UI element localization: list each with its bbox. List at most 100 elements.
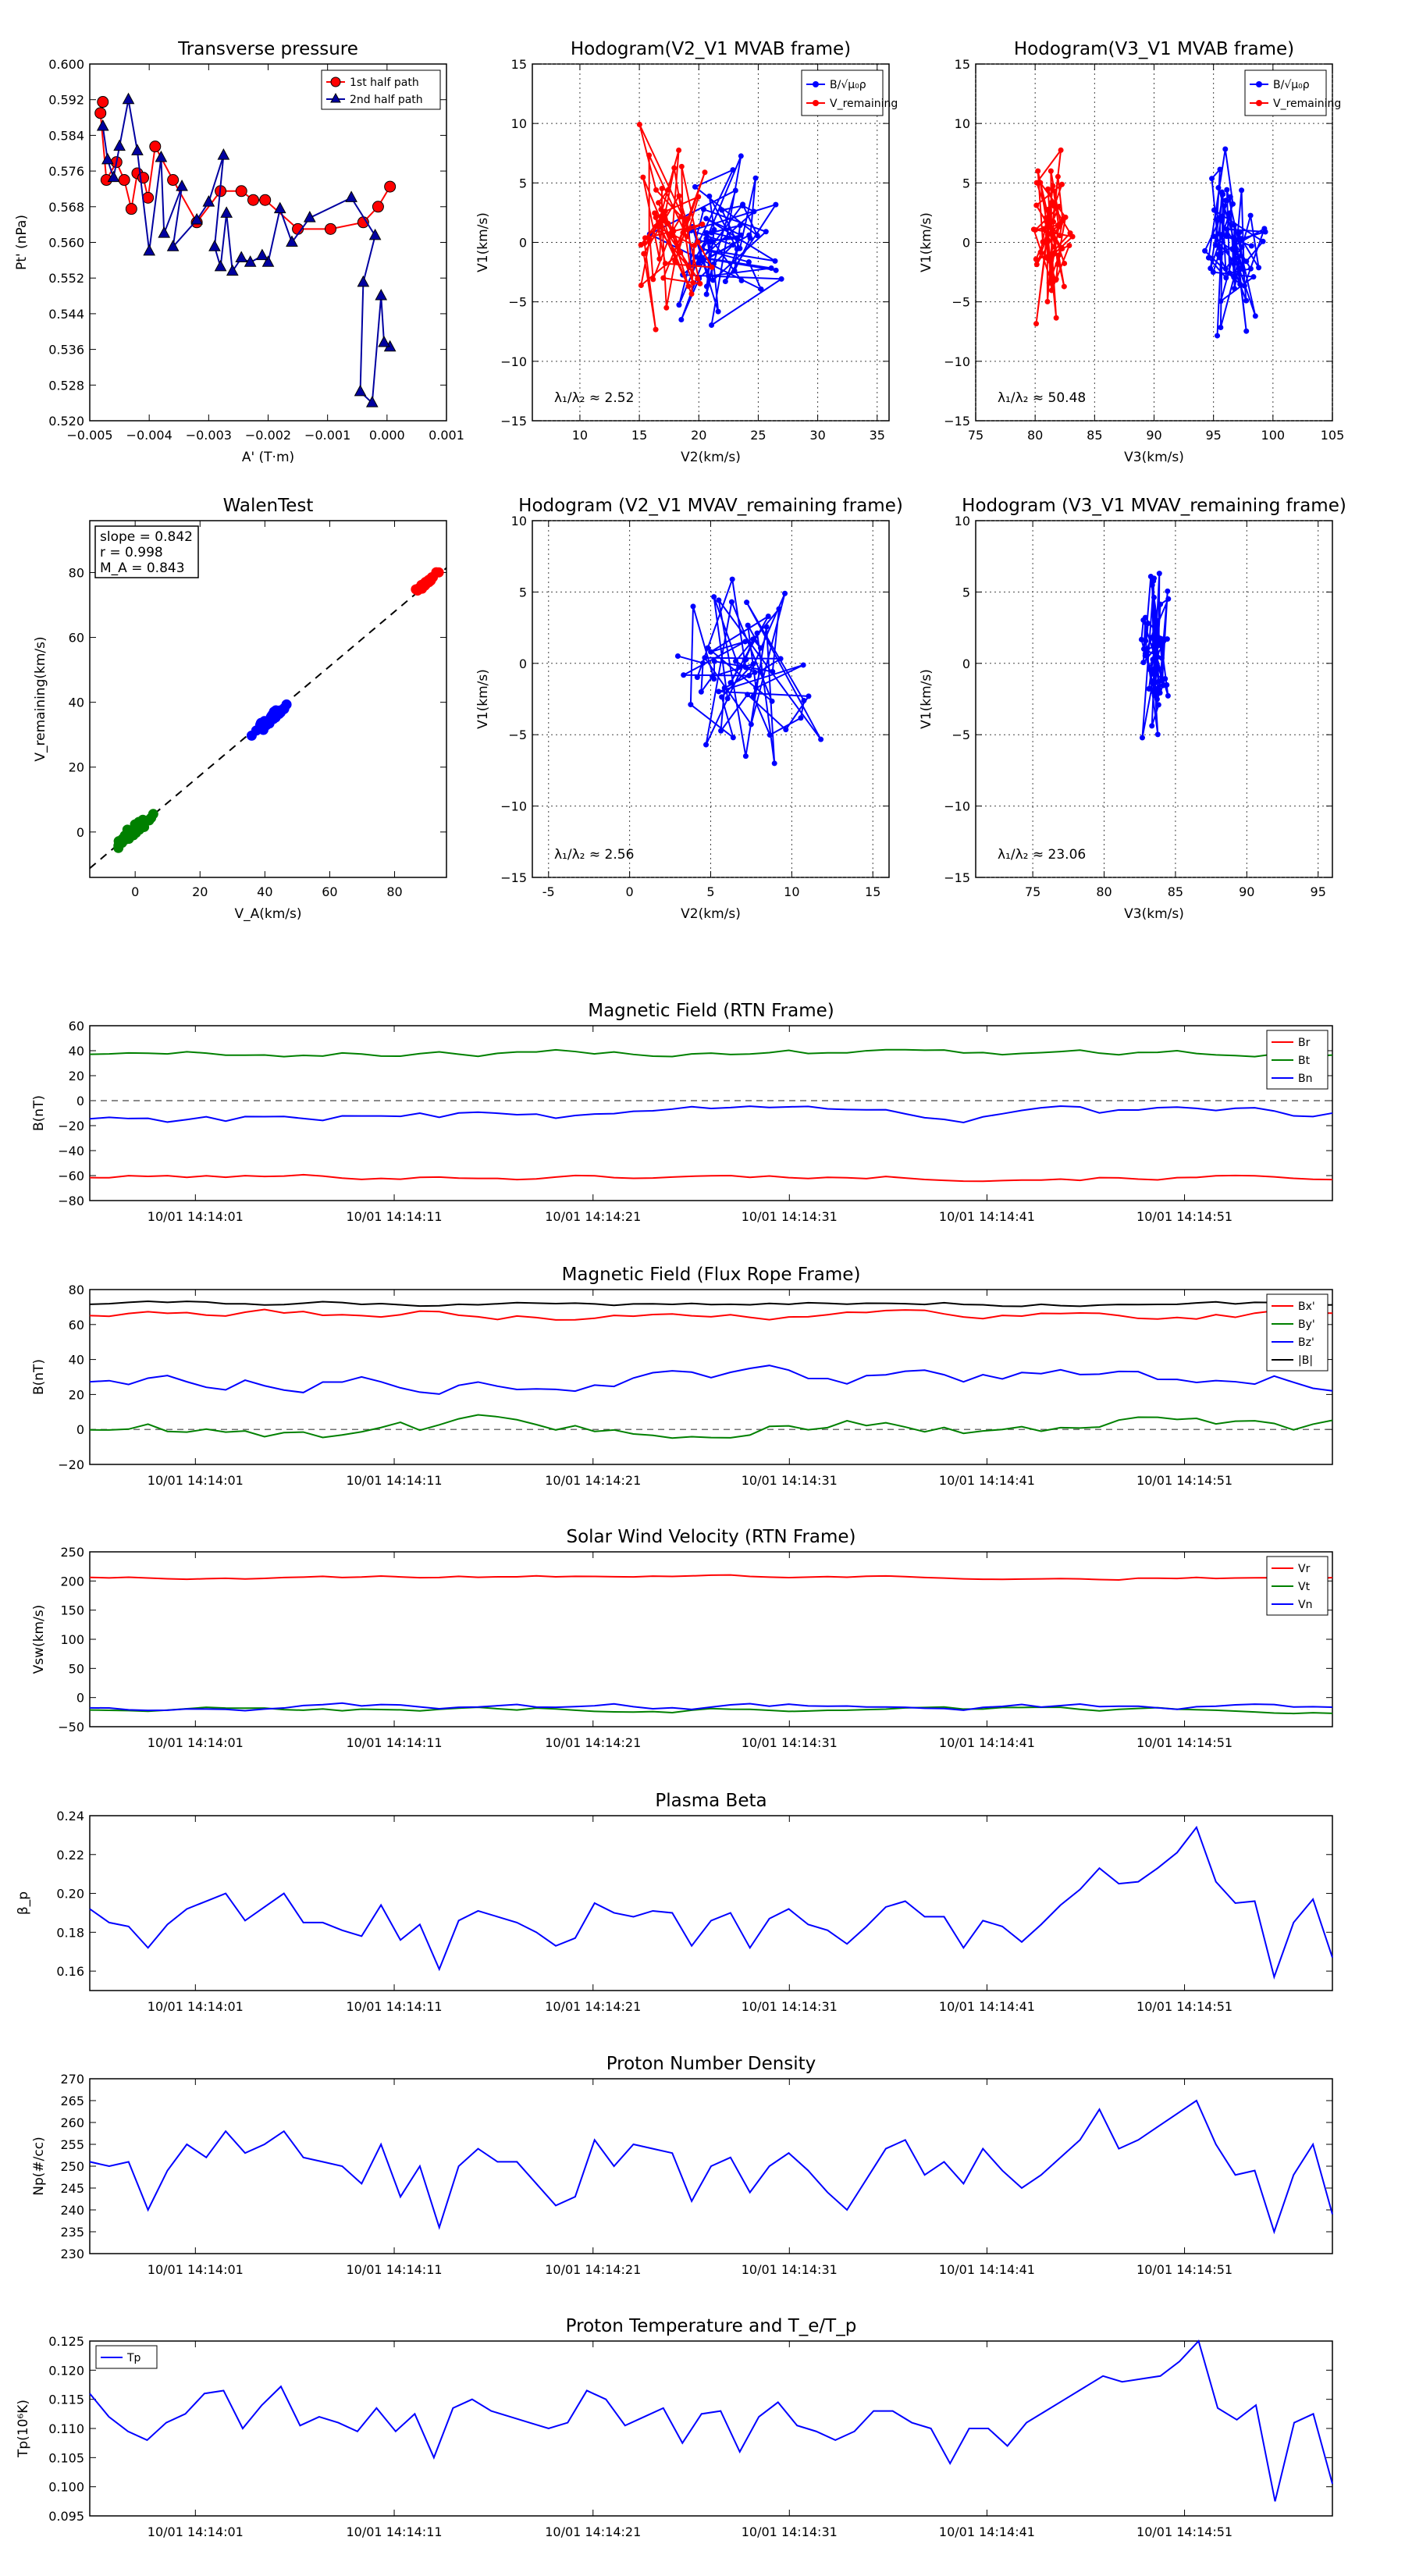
h1-point	[678, 249, 684, 255]
h1-point	[697, 280, 703, 286]
h3-point	[674, 653, 681, 659]
h2-point	[1066, 243, 1072, 249]
h4-ytick-label: −15	[944, 870, 970, 885]
h2-point	[1243, 297, 1250, 304]
h3-title: Hodogram (V2_V1 MVAV_remaining frame)	[518, 496, 903, 516]
h1-point	[709, 229, 715, 236]
ts5-series-line-0	[89, 2099, 1333, 2235]
h2-point	[1210, 269, 1216, 276]
h3-point	[757, 668, 763, 674]
ts1-ytick-label: 0	[76, 1094, 84, 1108]
ts1-xtick-label: 10/01 14:14:11	[347, 1209, 443, 1224]
h1-point	[670, 228, 677, 234]
h3-point	[711, 676, 717, 682]
h1-point	[747, 235, 753, 241]
h3-ylabel: V1(km/s)	[475, 669, 491, 729]
tp-point-triangle	[303, 211, 316, 222]
h2-point	[1236, 265, 1242, 271]
tp-point-triangle	[357, 275, 370, 287]
h2-panel: Hodogram(V3_V1 MVAB frame) −15 −10 −5 0 5 10 15…	[919, 39, 1344, 465]
h2-point	[1231, 274, 1237, 280]
tp-point-triangle	[217, 148, 230, 160]
h2-point	[1239, 187, 1245, 194]
h3-point	[727, 680, 734, 686]
walen-ytick-label: 40	[69, 696, 84, 710]
tp-ytick-label: 0.544	[48, 307, 84, 322]
h1-point	[695, 239, 701, 245]
h2-point	[1217, 166, 1223, 173]
h3-point	[763, 624, 770, 630]
ts4-xtick-label: 10/01 14:14:21	[545, 1999, 641, 2014]
tp-point-triangle	[166, 240, 180, 251]
h3-point	[716, 597, 722, 603]
h4-point	[1140, 617, 1147, 623]
h1-ratio-annotation: λ₁/λ₂ ≈ 2.52	[554, 390, 634, 406]
walen-point	[144, 815, 155, 826]
h3-point	[733, 658, 739, 664]
h3-xtick-label: 5	[706, 884, 714, 899]
h4-point	[1149, 723, 1155, 729]
h2-point	[1252, 313, 1258, 319]
h1-point	[773, 267, 779, 273]
h3-point	[782, 590, 788, 596]
h2-point	[1215, 333, 1221, 339]
ts2-xtick-label: 10/01 14:14:51	[1136, 1473, 1232, 1488]
tp-ytick-label: 0.520	[48, 414, 84, 429]
h1-point	[678, 317, 685, 323]
h2-ytick-label: −5	[951, 295, 970, 310]
tp-ytick-label: 0.552	[48, 271, 84, 286]
h1-point	[737, 245, 743, 251]
ts4-title: Plasma Beta	[655, 1791, 767, 1811]
ts3-ytick-label: 150	[60, 1603, 84, 1618]
ts1-xtick-label: 10/01 14:14:31	[742, 1209, 838, 1224]
h2-legend-marker	[1256, 100, 1262, 106]
h2-point	[1237, 281, 1243, 287]
h1-point	[636, 122, 642, 128]
ts3-ytick-label: 0	[76, 1691, 84, 1706]
walen-xtick-label: 20	[192, 884, 208, 899]
tp-point-triangle	[101, 152, 114, 165]
h4-title: Hodogram (V3_V1 MVAV_remaining frame)	[962, 496, 1346, 516]
h3-point	[721, 685, 727, 691]
h3-point	[711, 594, 717, 600]
h1-xtick-label: 15	[631, 428, 647, 443]
h1-point	[641, 251, 647, 257]
ts3-xtick-label: 10/01 14:14:41	[939, 1735, 1035, 1750]
tp-point-triangle	[220, 206, 233, 218]
h3-point	[753, 685, 759, 691]
h1-point	[665, 220, 671, 226]
h3-point	[703, 742, 710, 748]
h4-ratio-annotation: λ₁/λ₂ ≈ 23.06	[998, 847, 1086, 863]
h4-point	[1138, 636, 1144, 642]
h1-point	[638, 242, 644, 248]
ts1-ytick-label: −60	[58, 1169, 84, 1183]
h4-xtick-label: 80	[1096, 884, 1112, 899]
h2-point	[1222, 197, 1229, 204]
h2-point	[1215, 251, 1222, 258]
tp-point-triangle	[286, 235, 298, 247]
h2-point	[1055, 261, 1061, 267]
h2-point	[1218, 232, 1224, 238]
h3-point	[688, 702, 694, 708]
h3-point	[750, 636, 756, 642]
ts5-ytick-label: 235	[60, 2225, 84, 2240]
h4-point	[1143, 647, 1149, 653]
h3-point	[776, 606, 782, 612]
tp-point-triangle	[365, 396, 379, 407]
h2-xlabel: V3(km/s)	[1124, 450, 1184, 465]
ts2-legend-box	[1266, 1293, 1329, 1372]
ts1-legend-label: Br	[1298, 1037, 1311, 1049]
h3-point	[770, 668, 776, 674]
h1-point	[768, 265, 774, 271]
tp-point-circle	[372, 201, 384, 213]
h3-ytick-label: −5	[508, 728, 527, 742]
h3-point	[800, 662, 806, 668]
h4-ylabel: V1(km/s)	[919, 669, 934, 729]
walen-stat-0: slope = 0.842	[100, 529, 193, 545]
tp-ylabel: Pt' (nPa)	[14, 215, 30, 270]
h3-point	[765, 614, 771, 620]
h1-point	[673, 258, 679, 265]
ts2-legend-label: Bz'	[1298, 1336, 1314, 1349]
h2-point	[1051, 219, 1057, 225]
ts2-legend-label: By'	[1298, 1318, 1315, 1331]
